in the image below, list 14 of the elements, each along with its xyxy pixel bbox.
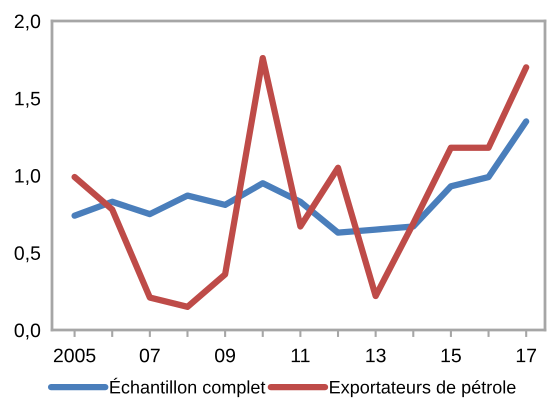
- y-tick-label: 2,0: [14, 14, 40, 31]
- y-tick-label: 1,5: [15, 92, 40, 108]
- legend-label: Échantillon complet: [110, 378, 266, 398]
- y-tick-label: 0,0: [14, 323, 40, 340]
- y-tick-label: 0,5: [14, 246, 40, 262]
- x-tick-label: 2005: [54, 348, 96, 362]
- x-tick-label: 11: [292, 348, 310, 362]
- legend-label: Exportateurs de pétrole: [330, 380, 516, 398]
- x-tick-label: 17: [516, 348, 536, 362]
- y-tick-label: 1,0: [15, 168, 40, 186]
- x-tick-label: 15: [442, 348, 461, 362]
- x-tick-label: 07: [140, 348, 160, 362]
- x-tick-label: 09: [215, 348, 236, 362]
- x-tick-label: 13: [366, 348, 386, 362]
